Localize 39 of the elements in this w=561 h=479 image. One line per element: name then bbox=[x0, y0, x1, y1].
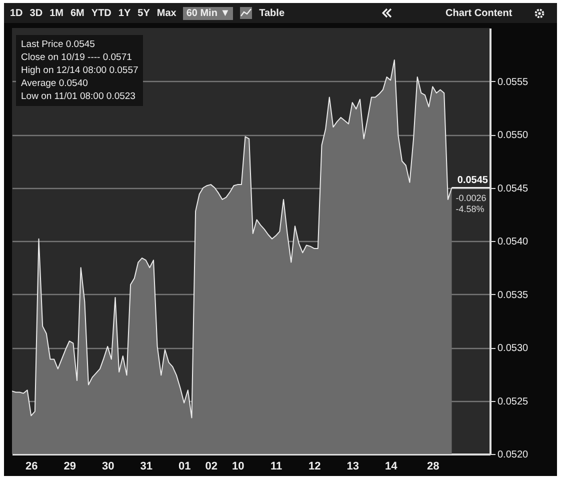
y-tick-label: 0.0555 bbox=[498, 76, 529, 88]
text: 1Y bbox=[118, 8, 131, 18]
x-tick-label: 28 bbox=[427, 460, 440, 472]
y-tick-label: 0.0525 bbox=[498, 396, 529, 408]
annotation: Last Price 0.0545 bbox=[21, 39, 95, 50]
x-tick-label: 13 bbox=[346, 460, 359, 472]
annotation: Close on 10/19 ---- 0.0571 bbox=[21, 52, 132, 63]
text: 3D bbox=[30, 8, 43, 18]
y-tick-label: 0.0545 bbox=[498, 183, 529, 194]
x-tick-label: 11 bbox=[270, 460, 282, 472]
y-tick-label: 0.0535 bbox=[498, 290, 529, 301]
x-tick-label: 29 bbox=[64, 460, 76, 472]
x-tick-label: 02 bbox=[205, 460, 218, 472]
x-tick-label: 12 bbox=[308, 460, 321, 472]
x-tick-label: 31 bbox=[140, 460, 152, 472]
y-tick-label: 0.0540 bbox=[498, 236, 529, 248]
annotation: Low on 11/01 08:00 0.0523 bbox=[21, 91, 136, 102]
x-tick-label: 01 bbox=[178, 460, 191, 472]
y-tick-label: 0.0550 bbox=[498, 130, 529, 141]
text: Table bbox=[259, 8, 285, 18]
text: 1D bbox=[10, 8, 23, 18]
annotation: High on 12/14 08:00 0.0557 bbox=[21, 65, 138, 76]
x-tick-label: 26 bbox=[25, 460, 38, 472]
x-tick-label: 30 bbox=[102, 460, 114, 472]
y-tick-label: 0.0530 bbox=[498, 343, 529, 354]
text: 60 Min ▼ bbox=[183, 6, 234, 20]
text: 1M bbox=[50, 8, 64, 18]
annotation: -4.58% bbox=[456, 204, 484, 214]
ref-line-label: 0.0545 bbox=[457, 174, 488, 186]
x-tick-label: 14 bbox=[384, 460, 398, 472]
y-tick-label: 0.0520 bbox=[498, 450, 529, 460]
x-tick-label: 10 bbox=[232, 460, 244, 472]
text: Chart Content bbox=[446, 8, 512, 18]
text: Max bbox=[156, 8, 176, 18]
annotation: Average 0.0540 bbox=[21, 78, 88, 89]
text: YTD bbox=[91, 8, 112, 18]
text: 5Y bbox=[138, 8, 150, 18]
annotation: -0.0026 bbox=[456, 192, 486, 203]
text: 6M bbox=[70, 8, 84, 18]
